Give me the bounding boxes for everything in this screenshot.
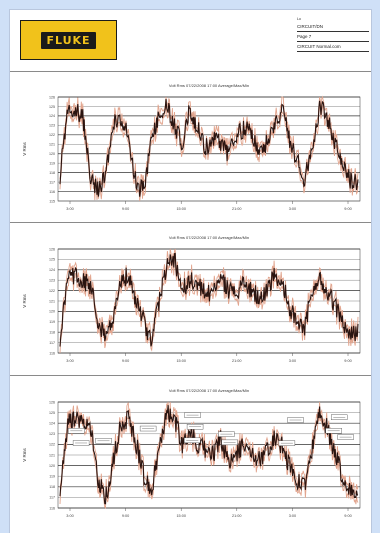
y-tick-label: 120 xyxy=(49,464,55,468)
info-box-top-label: Lo xyxy=(297,17,301,21)
x-tick-label: 21:00 xyxy=(232,207,242,211)
chart-panel-2: Volt Rms 07/22/2008 17:00 Average/Max/Mi… xyxy=(10,225,371,373)
x-tick-label: 3:00 xyxy=(66,207,73,211)
info-box-line-2: Page 7 xyxy=(297,32,369,42)
chart-title: Volt Rms 07/22/2008 17:00 Average/Max/Mi… xyxy=(169,235,249,240)
y-tick-label: 121 xyxy=(49,453,55,457)
y-tick-label: 122 xyxy=(49,289,55,293)
fluke-logo-text: FLUKE xyxy=(41,31,96,49)
x-tick-label: 9:00 xyxy=(122,514,129,518)
y-axis-label: V Rms xyxy=(22,142,27,156)
y-tick-label: 121 xyxy=(49,299,55,303)
y-tick-label: 123 xyxy=(49,279,55,283)
y-tick-label: 121 xyxy=(49,143,55,147)
y-tick-label: 126 xyxy=(49,247,55,251)
x-tick-label: 3:00 xyxy=(66,514,73,518)
info-box: Lo CIRCUIT/DN Page 7 CIRCUIT Normal.com xyxy=(297,16,369,54)
y-tick-label: 115 xyxy=(49,199,55,203)
y-tick-label: 119 xyxy=(49,320,55,324)
info-box-line-1: CIRCUIT/DN xyxy=(297,22,369,32)
series-average-line xyxy=(59,99,359,197)
x-tick-label: 9:00 xyxy=(122,207,129,211)
y-tick-label: 117 xyxy=(49,180,55,184)
x-tick-label: 3:00 xyxy=(289,359,296,363)
y-tick-label: 125 xyxy=(49,105,55,109)
report-page: FLUKE Lo CIRCUIT/DN Page 7 CIRCUIT Norma… xyxy=(10,10,371,533)
y-tick-label: 116 xyxy=(49,190,55,194)
y-tick-label: 124 xyxy=(49,114,55,118)
y-tick-label: 124 xyxy=(49,268,55,272)
series-min-line xyxy=(59,408,359,510)
panel-divider-2 xyxy=(10,375,371,376)
y-tick-label: 123 xyxy=(49,432,55,436)
x-tick-label: 9:00 xyxy=(344,359,351,363)
x-tick-label: 3:00 xyxy=(289,514,296,518)
y-tick-label: 118 xyxy=(49,331,55,335)
y-tick-label: 116 xyxy=(49,351,55,355)
y-tick-label: 118 xyxy=(49,485,55,489)
x-tick-label: 9:00 xyxy=(344,514,351,518)
y-tick-label: 116 xyxy=(49,506,55,510)
voltage-chart-1: Volt Rms 07/22/2008 17:00 Average/Max/Mi… xyxy=(22,83,361,211)
y-axis-label: V Rms xyxy=(22,294,27,308)
x-tick-label: 21:00 xyxy=(232,359,242,363)
y-tick-label: 120 xyxy=(49,310,55,314)
x-tick-label: 3:00 xyxy=(66,359,73,363)
chart-title: Volt Rms 07/22/2008 17:00 Average/Max/Mi… xyxy=(169,83,249,88)
y-tick-label: 122 xyxy=(49,443,55,447)
y-tick-label: 117 xyxy=(49,496,55,500)
fluke-logo: FLUKE xyxy=(20,20,117,60)
x-tick-label: 15:00 xyxy=(176,514,186,518)
y-tick-label: 122 xyxy=(49,133,55,137)
x-tick-label: 9:00 xyxy=(344,207,351,211)
y-tick-label: 124 xyxy=(49,422,55,426)
series-average-line xyxy=(59,405,359,505)
y-tick-label: 120 xyxy=(49,152,55,156)
series-average-line xyxy=(59,252,359,347)
y-tick-label: 117 xyxy=(49,341,55,345)
y-axis-label: V Rms xyxy=(22,448,27,462)
y-tick-label: 118 xyxy=(49,171,55,175)
y-tick-label: 125 xyxy=(49,411,55,415)
y-tick-label: 125 xyxy=(49,258,55,262)
x-tick-label: 9:00 xyxy=(122,359,129,363)
x-tick-label: 15:00 xyxy=(176,359,186,363)
y-tick-label: 126 xyxy=(49,400,55,404)
chart-panel-1: Volt Rms 07/22/2008 17:00 Average/Max/Mi… xyxy=(10,73,371,221)
y-tick-label: 119 xyxy=(49,161,55,165)
y-tick-label: 119 xyxy=(49,475,55,479)
y-tick-label: 126 xyxy=(49,95,55,99)
y-tick-label: 123 xyxy=(49,124,55,128)
header-divider xyxy=(10,71,371,72)
info-box-line-3: CIRCUIT Normal.com xyxy=(297,42,369,52)
chart-panel-3: Volt Rms 07/22/2008 17:00 Average/Max/Mi… xyxy=(10,378,371,528)
x-tick-label: 21:00 xyxy=(232,514,242,518)
series-max-line xyxy=(59,401,359,502)
chart-title: Volt Rms 07/22/2008 17:00 Average/Max/Mi… xyxy=(169,388,249,393)
voltage-chart-2: Volt Rms 07/22/2008 17:00 Average/Max/Mi… xyxy=(22,235,361,363)
x-tick-label: 3:00 xyxy=(289,207,296,211)
series-min-line xyxy=(59,103,359,202)
x-tick-label: 15:00 xyxy=(176,207,186,211)
voltage-chart-3: Volt Rms 07/22/2008 17:00 Average/Max/Mi… xyxy=(22,388,361,518)
panel-divider-1 xyxy=(10,222,371,223)
